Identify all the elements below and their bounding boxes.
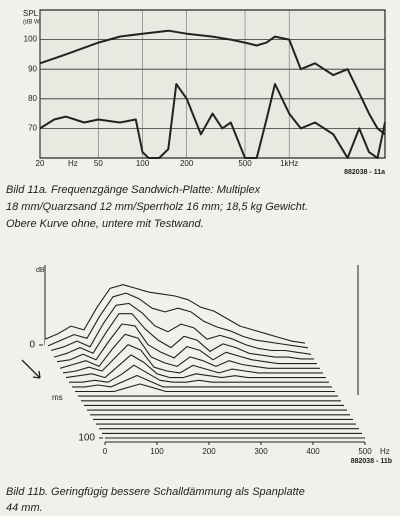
x-tick-label: 50: [94, 159, 103, 168]
y-tick-label: 100: [24, 35, 38, 44]
y-tick-label: 0: [29, 340, 35, 351]
slice-mask: [75, 384, 335, 392]
figure-code: 882038 - 11a: [344, 169, 385, 176]
response-curve: [39, 29, 386, 136]
caption: 44 mm.: [6, 502, 43, 514]
slice-curve: [56, 323, 317, 365]
slice-curve: [59, 333, 320, 369]
response-curve: [39, 83, 386, 159]
figure-code: 882038 - 11b: [351, 458, 392, 465]
slice-curve: [47, 292, 309, 349]
y-tick-label: 90: [28, 64, 37, 73]
x-tick-label: 0: [103, 447, 108, 456]
y-label: (dB W/m): [23, 20, 48, 26]
plot-frame: [39, 9, 386, 159]
slice-curve: [69, 364, 329, 383]
y-tick-label: 70: [28, 124, 37, 133]
x-tick-label: 20: [36, 159, 45, 168]
x-tick-label: 200: [180, 159, 194, 168]
slice-curve: [50, 302, 312, 355]
caption: 18 mm/Quarzsand 12 mm/Sperrholz 16 mm; 1…: [6, 201, 308, 213]
slice-curve: [65, 354, 326, 379]
caption: Obere Kurve ohne, untere mit Testwand.: [6, 218, 204, 230]
y-tick-label: 100: [78, 433, 95, 444]
time-arrow: [21, 359, 41, 379]
x-tick-label: 100: [150, 447, 164, 456]
slice-curve: [53, 313, 314, 360]
slice-curve: [44, 284, 306, 344]
z-label: dB: [36, 267, 45, 274]
x-tick-label: 500: [358, 447, 372, 456]
slice-curve: [72, 374, 332, 388]
slice-mask: [72, 375, 332, 387]
x-unit: Hz: [68, 159, 78, 168]
x-tick-label: 500: [238, 159, 252, 168]
x-tick-label: 1kHz: [280, 159, 298, 168]
x-tick-label: 100: [136, 159, 150, 168]
slice-curve: [75, 383, 335, 393]
x-tick-label: 400: [306, 447, 320, 456]
caption: Bild 11a. Frequenzgänge Sandwich-Platte:…: [6, 184, 261, 196]
y-label: ms: [52, 393, 63, 402]
caption: Bild 11b. Geringfügig bessere Schalldämm…: [6, 486, 305, 498]
x-unit: Hz: [380, 447, 390, 456]
slice-curve: [62, 344, 323, 374]
y-label: SPL: [23, 9, 39, 18]
y-tick-label: 80: [28, 94, 37, 103]
x-tick-label: 300: [254, 447, 268, 456]
x-tick-label: 200: [202, 447, 216, 456]
